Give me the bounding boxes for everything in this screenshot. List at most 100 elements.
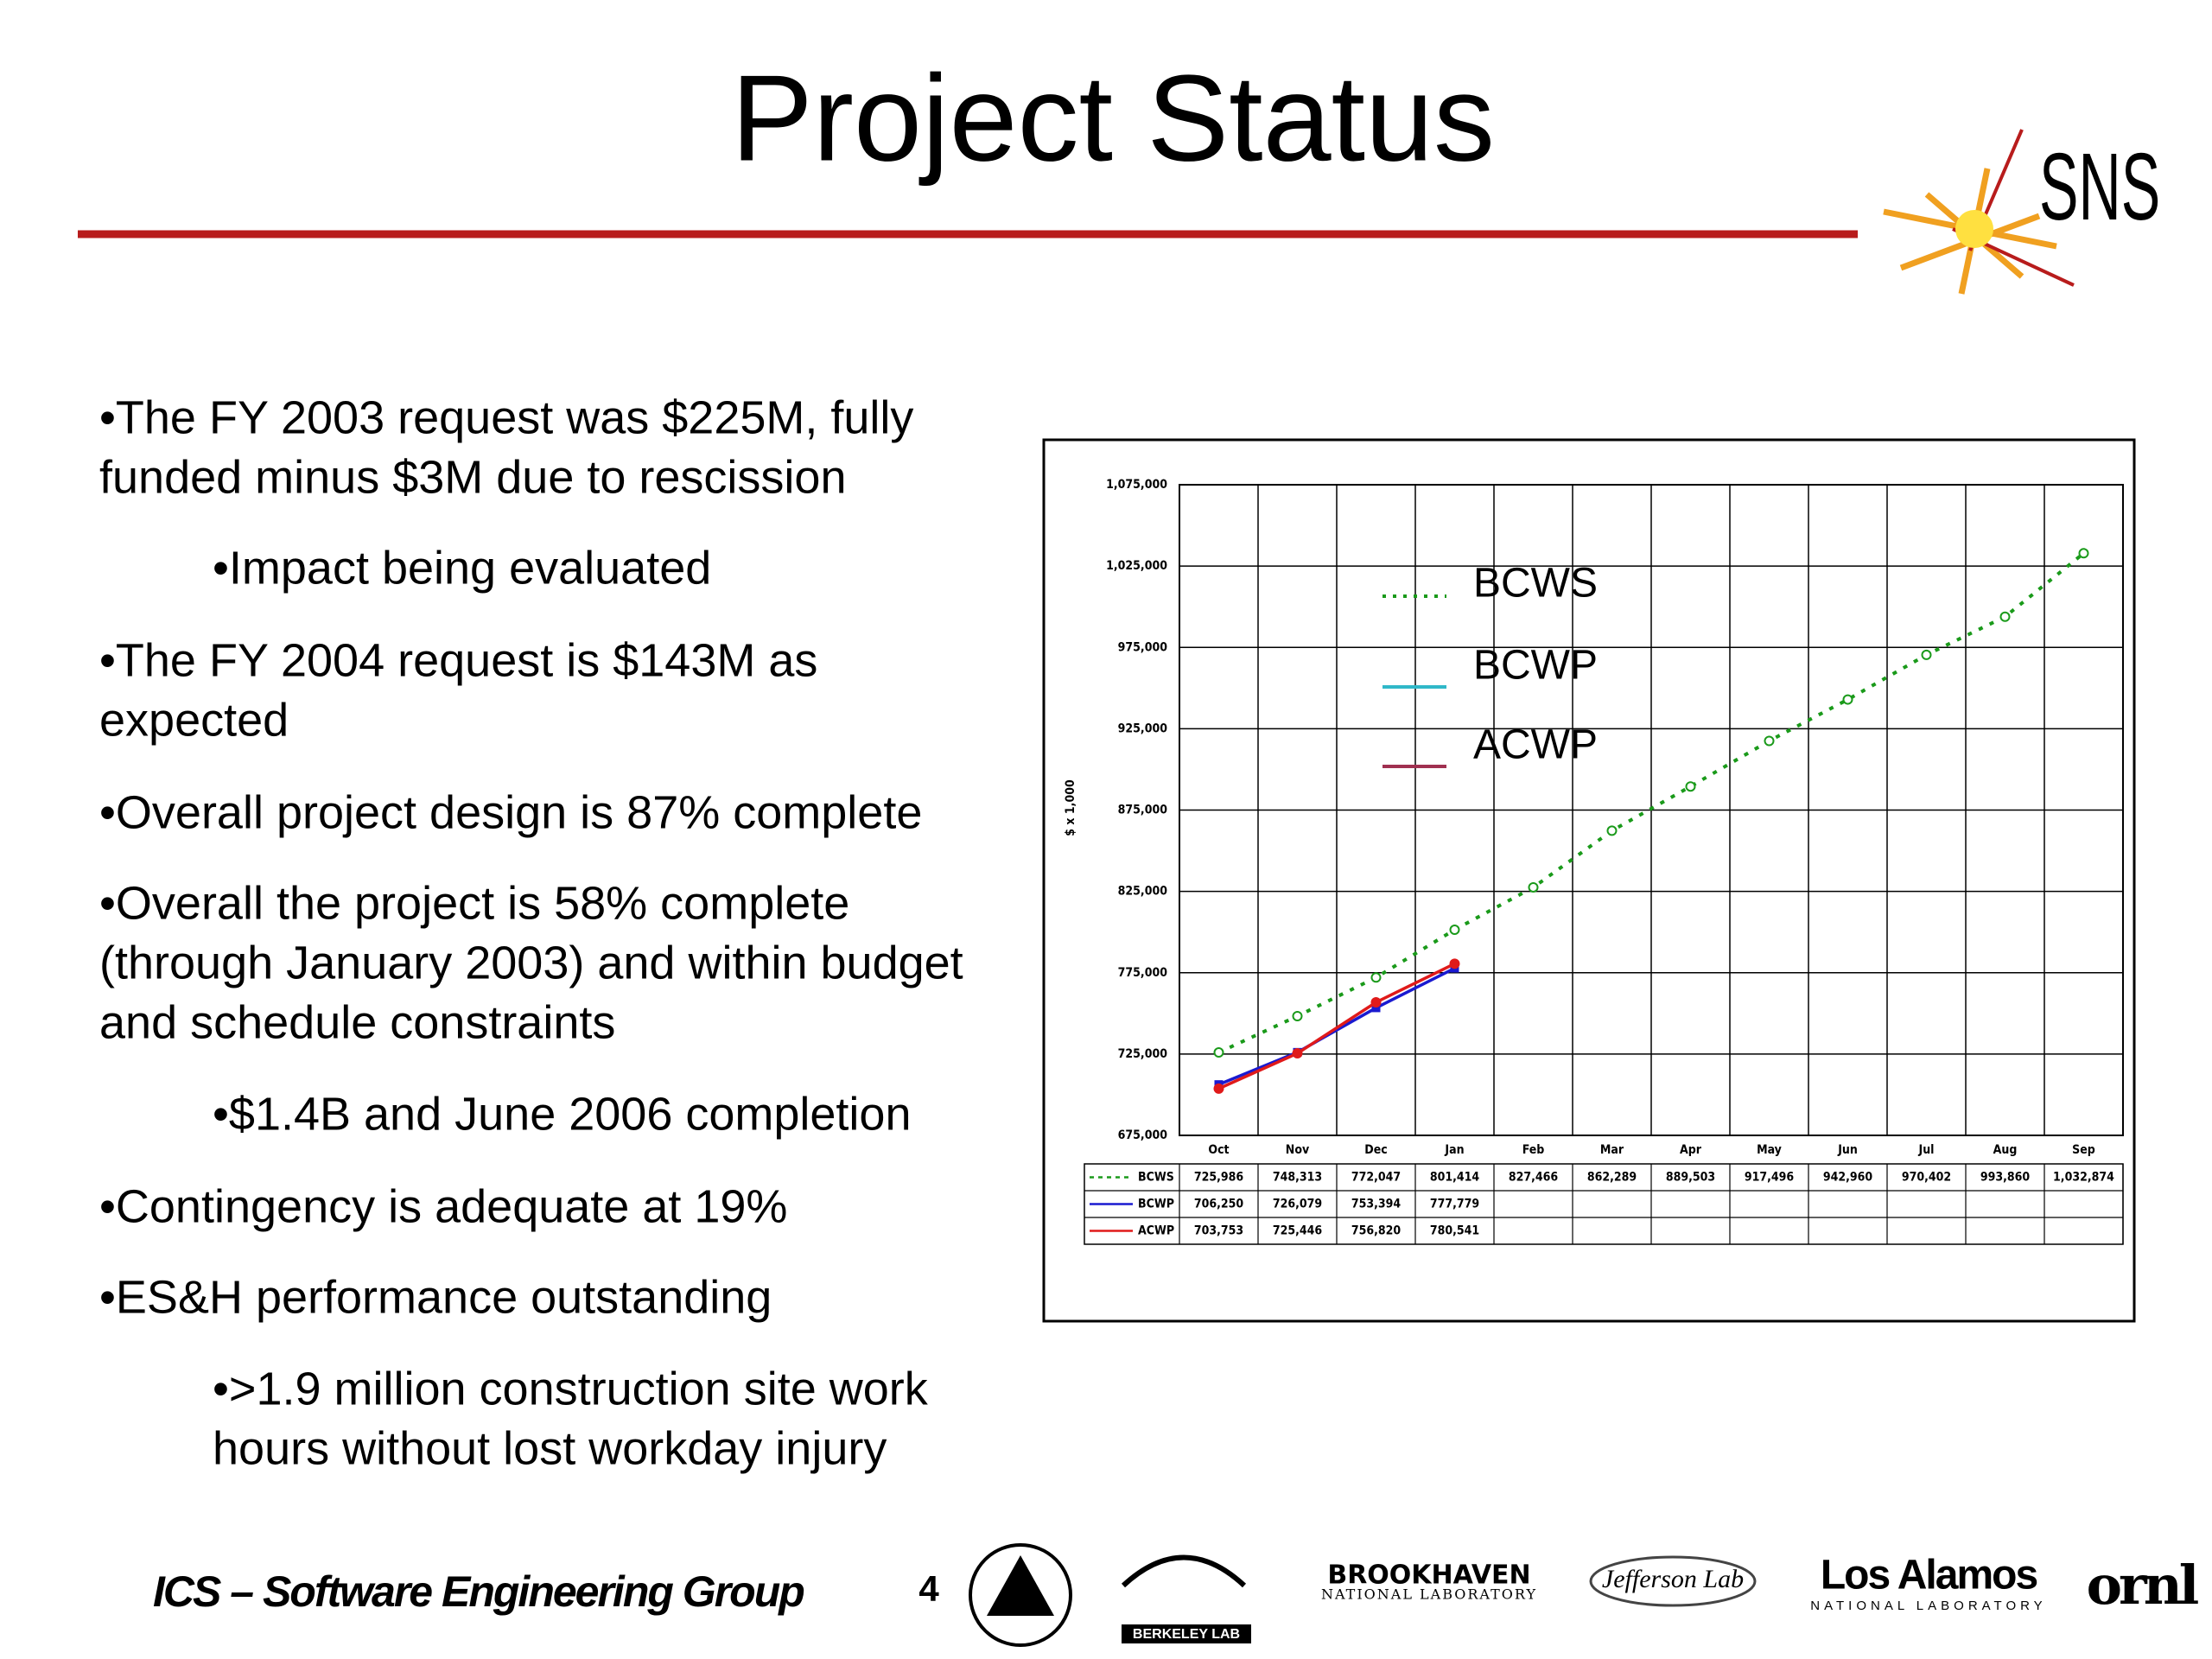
- table-value: 706,250: [1194, 1198, 1244, 1211]
- bullet-line: •The FY 2003 request was $225M, fully: [99, 391, 913, 443]
- x-tick-label: May: [1757, 1143, 1782, 1157]
- x-tick-label: Mar: [1600, 1143, 1624, 1157]
- slide-title: Project Status: [731, 50, 1495, 188]
- jefferson-mark: [1589, 1555, 1757, 1607]
- table-value: 753,394: [1351, 1198, 1402, 1211]
- x-tick-label: Dec: [1364, 1143, 1387, 1157]
- table-value: 889,503: [1666, 1171, 1715, 1185]
- table-value: 725,446: [1273, 1224, 1323, 1238]
- y-tick-label: 1,075,000: [1106, 478, 1167, 492]
- point: [1999, 611, 2011, 622]
- x-tick-label: Feb: [1522, 1143, 1545, 1157]
- logos: BERKELEY LAB BROOKHAVEN NATIONAL LABORAT…: [969, 1543, 2202, 1647]
- point: [1371, 1003, 1381, 1013]
- argonne-mark: [987, 1555, 1054, 1616]
- y-tick-label: 825,000: [1118, 885, 1168, 899]
- point: [2078, 548, 2089, 559]
- logo-text: BROOKHAVEN: [1327, 1560, 1530, 1591]
- point: [1370, 972, 1382, 983]
- table-value: 726,079: [1273, 1198, 1322, 1211]
- point: [1764, 735, 1775, 747]
- series-line: [1217, 966, 1456, 1086]
- point: [1449, 958, 1460, 969]
- bullet-line: •$1.4B and June 2006 completion: [213, 1088, 912, 1140]
- y-axis-title: $ x 1,000: [1064, 779, 1077, 836]
- berkeley-bar: [1122, 1624, 1251, 1643]
- table-series-name: BCWS: [1138, 1171, 1174, 1185]
- y-tick-label: 925,000: [1118, 721, 1168, 735]
- table-value: 748,313: [1273, 1171, 1322, 1185]
- logo-text: ornl: [2087, 1554, 2199, 1617]
- point: [1528, 881, 1539, 893]
- y-tick-label: 675,000: [1118, 1128, 1168, 1142]
- y-tick-label: 975,000: [1118, 640, 1168, 654]
- bullet-line: •The FY 2004 request is $143M as: [99, 634, 817, 686]
- point: [1842, 694, 1853, 705]
- chart: 675,000 725,000 775,000 825,000 875,000 925,0…: [1064, 478, 2124, 1245]
- legend-label: ACWP: [1473, 722, 1598, 768]
- table-value: 772,047: [1351, 1171, 1401, 1185]
- bullet-list: •The FY 2003 request was $225M, fully fun…: [99, 391, 963, 1474]
- bullet-line: hours without lost workday injury: [213, 1422, 887, 1474]
- footer-text: ICS – Software Engineering Group: [153, 1567, 804, 1616]
- y-tick-label: 725,000: [1118, 1047, 1168, 1061]
- point: [1685, 781, 1696, 792]
- point: [1292, 1048, 1303, 1059]
- logo-text: BERKELEY LAB: [1133, 1627, 1240, 1642]
- bullet-line: •Contingency is adequate at 19%: [99, 1180, 787, 1232]
- page-number: 4: [918, 1568, 939, 1609]
- table-value: 942,960: [1823, 1171, 1873, 1185]
- y-tick-label: 1,025,000: [1106, 559, 1167, 573]
- point: [1449, 925, 1460, 936]
- logo-text: Jefferson Lab: [1602, 1565, 1744, 1593]
- y-tick-label: 775,000: [1118, 966, 1168, 980]
- table-value: 1,032,874: [2053, 1171, 2114, 1185]
- table-value: 780,541: [1430, 1224, 1479, 1238]
- bullet-line: •>1.9 million construction site work: [213, 1363, 929, 1414]
- x-tick-label: Sep: [2072, 1143, 2095, 1157]
- logo-text: SNS: [2039, 134, 2160, 240]
- bullet-line: (through January 2003) and within budget: [99, 937, 963, 988]
- legend-label: BCWP: [1473, 643, 1598, 689]
- sns-logo: SNS: [1883, 129, 2160, 295]
- bullet-line: •Overall project design is 87% complete: [99, 786, 922, 838]
- series-line: [1217, 962, 1456, 1090]
- table-value: 917,496: [1745, 1171, 1795, 1185]
- x-tick-label: Aug: [1993, 1143, 2018, 1157]
- point: [1213, 1083, 1224, 1094]
- table-value: 862,289: [1587, 1171, 1637, 1185]
- x-tick-label: Jan: [1444, 1143, 1464, 1157]
- bullet-line: funded minus $3M due to rescission: [99, 451, 846, 503]
- y-tick-label: 875,000: [1118, 804, 1168, 817]
- bullet-line: •Impact being evaluated: [213, 542, 711, 594]
- table-value: 777,779: [1430, 1198, 1479, 1211]
- table-value: 703,753: [1194, 1224, 1243, 1238]
- x-tick-label: Jul: [1918, 1143, 1935, 1157]
- table-value: 827,466: [1509, 1171, 1559, 1185]
- logo-text: Los Alamos: [1821, 1553, 2037, 1599]
- legend-label: BCWS: [1473, 561, 1598, 607]
- x-tick-label: Nov: [1286, 1143, 1310, 1157]
- bullet-line: expected: [99, 694, 289, 746]
- point: [1213, 1047, 1224, 1058]
- table-value: 801,414: [1430, 1171, 1480, 1185]
- point: [1606, 825, 1618, 836]
- table-value: 725,986: [1194, 1171, 1244, 1185]
- table-value: 970,402: [1902, 1171, 1951, 1185]
- point: [1370, 996, 1382, 1007]
- bullet-line: and schedule constraints: [99, 996, 615, 1048]
- bullet-line: •ES&H performance outstanding: [99, 1271, 772, 1323]
- berkeley-mark: [1121, 1554, 1247, 1588]
- table-value: 993,860: [1980, 1171, 2031, 1185]
- table-series-name: ACWP: [1138, 1224, 1174, 1238]
- series-line: [1217, 551, 2085, 1054]
- bullet-line: •Overall the project is 58% complete: [99, 877, 849, 929]
- table-series-name: BCWP: [1138, 1198, 1174, 1211]
- point: [1921, 649, 1932, 660]
- table-value: 756,820: [1351, 1224, 1402, 1238]
- logo-text: NATIONAL LABORATORY: [1810, 1599, 2046, 1613]
- x-tick-label: Oct: [1208, 1143, 1229, 1157]
- x-tick-label: Jun: [1837, 1143, 1858, 1157]
